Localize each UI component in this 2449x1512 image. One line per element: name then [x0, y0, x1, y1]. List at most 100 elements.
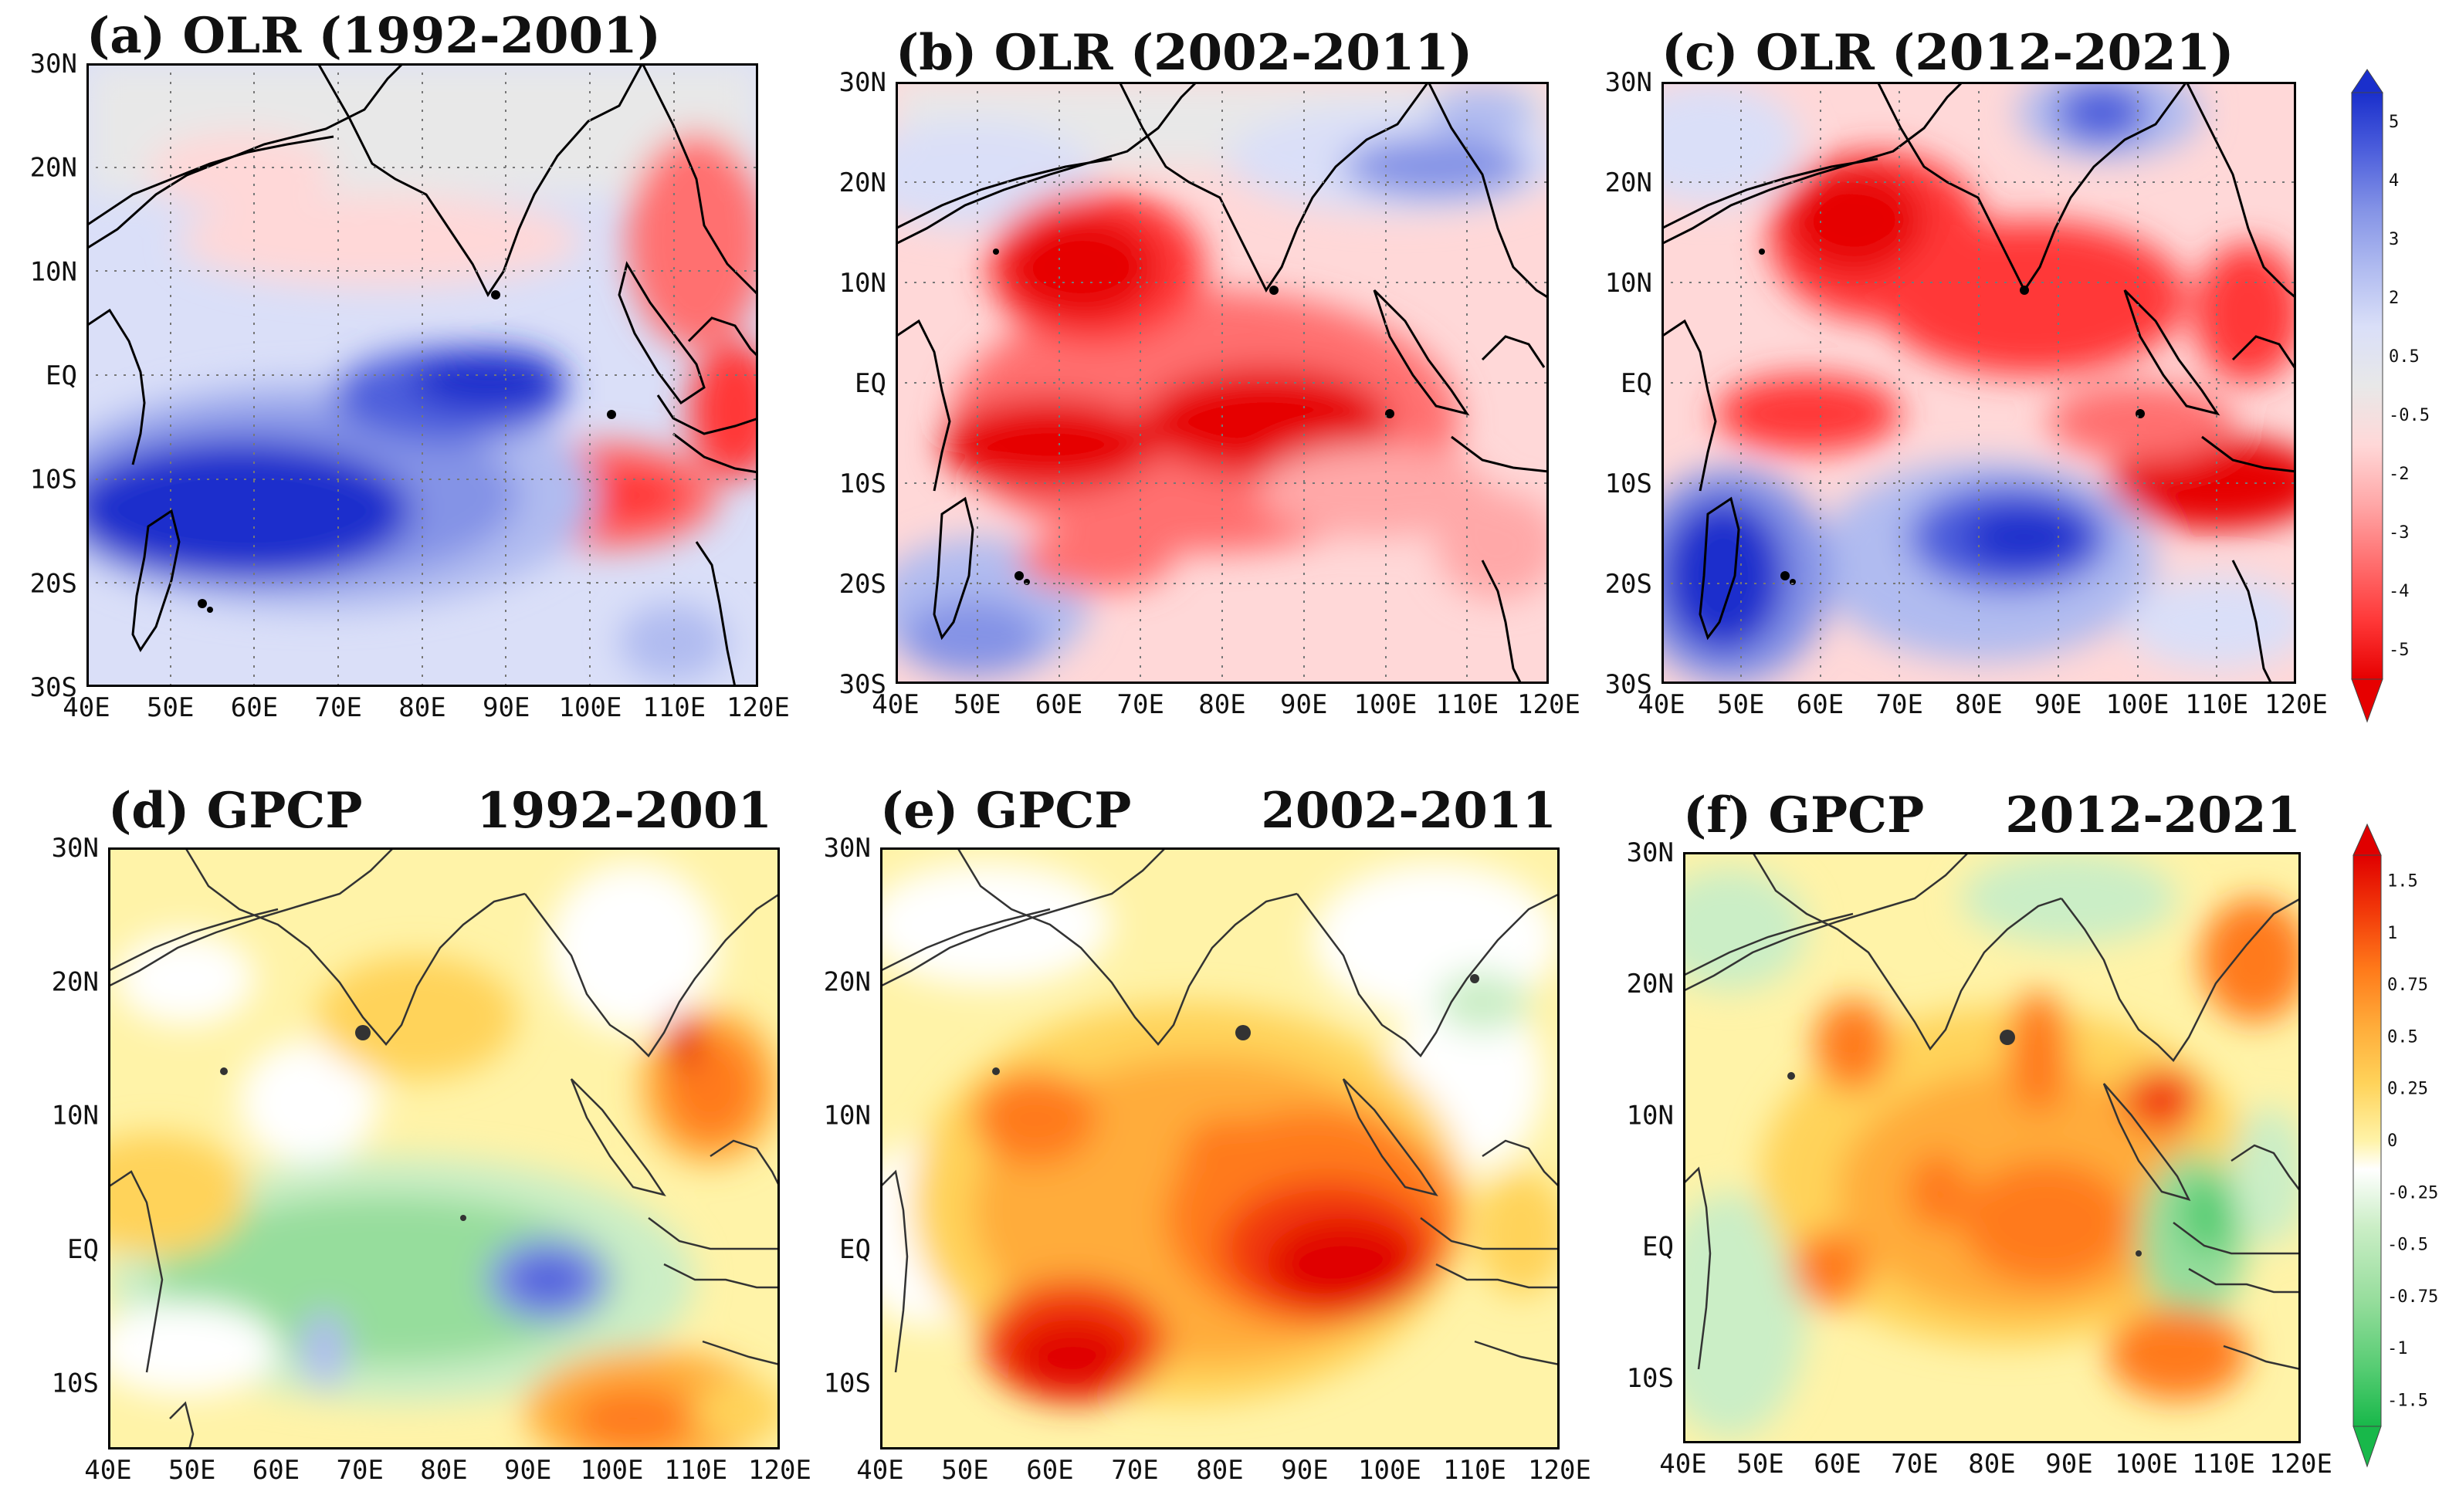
y-tick-label: 10S	[1627, 1363, 1674, 1394]
y-tick-label: 20S	[30, 568, 77, 599]
x-tick-label: 80E	[420, 1455, 467, 1486]
panel-a-title: (a) OLR (1992-2001)	[86, 7, 661, 65]
x-tick-label: 50E	[1736, 1449, 1783, 1480]
x-tick-label: 50E	[954, 689, 1001, 720]
y-tick-label: 10N	[839, 268, 886, 299]
x-tick-label: 120E	[1528, 1455, 1591, 1486]
panel-e-plot	[880, 847, 1560, 1449]
x-tick-label: 60E	[1797, 689, 1844, 720]
x-tick-label: 90E	[2045, 1449, 2092, 1480]
panel-f-plot	[1683, 852, 2301, 1443]
panel-e-title: (e) GPCP	[880, 782, 1131, 840]
panel-d-plot	[108, 847, 780, 1449]
colorbar-tick-label: 0.5	[2389, 347, 2420, 367]
x-tick-label: 110E	[2192, 1449, 2255, 1480]
x-tick-label: 40E	[872, 689, 919, 720]
x-tick-label: 110E	[1435, 689, 1499, 720]
gpcp-colorbar: 1.5 1 0.75 0.5 0.25 0 -0.25 -0.5 -0.75 -1 -1.5	[2352, 823, 2438, 1468]
y-tick-label: 10S	[52, 1368, 99, 1399]
y-tick-label: 30N	[30, 49, 77, 79]
x-tick-label: 50E	[168, 1455, 215, 1486]
panel-e-gpcp-2002-2011: (e) GPCP 2002-2011	[824, 782, 1591, 1486]
panel-c-olr-2012-2021: (c) OLR (2012-2021)	[1605, 24, 2328, 720]
x-tick-label: 70E	[1876, 689, 1923, 720]
x-tick-label: 50E	[941, 1455, 988, 1486]
panel-d-period: 1992-2001	[476, 782, 772, 840]
colorbar-tick-label: -3	[2389, 523, 2410, 543]
x-tick-label: 60E	[1026, 1455, 1073, 1486]
x-tick-label: 100E	[559, 692, 622, 723]
panel-d-title: (d) GPCP	[108, 782, 362, 840]
x-tick-label: 70E	[1111, 1455, 1158, 1486]
colorbar-tick-label: -0.5	[2389, 406, 2430, 425]
y-tick-label: 30N	[824, 833, 871, 864]
panel-f-gpcp-2012-2021: (f) GPCP 2012-2021	[1627, 786, 2332, 1480]
x-tick-label: 40E	[63, 692, 110, 723]
panel-b-title: (b) OLR (2002-2011)	[896, 24, 1472, 82]
y-tick-label: EQ	[839, 1234, 871, 1265]
x-tick-label: 120E	[727, 692, 790, 723]
x-tick-label: 90E	[1280, 689, 1327, 720]
x-tick-label: 50E	[147, 692, 194, 723]
x-tick-label: 70E	[337, 1455, 384, 1486]
x-tick-label: 40E	[1659, 1449, 1706, 1480]
panel-b-olr-2002-2011: (b) OLR (2002-2011)	[839, 24, 1580, 720]
colorbar-tick-label: -4	[2389, 582, 2410, 601]
y-tick-label: 20S	[839, 569, 886, 600]
y-tick-label: 10N	[1627, 1100, 1674, 1131]
panel-a-plot	[86, 63, 758, 687]
colorbar-tick-label: -0.25	[2387, 1183, 2438, 1202]
y-tick-label: 30S	[839, 669, 886, 700]
y-tick-label: 20N	[824, 966, 871, 997]
colorbar-tick-label: -5	[2389, 641, 2410, 660]
x-tick-label: 70E	[1117, 689, 1164, 720]
y-tick-label: 30N	[839, 67, 886, 98]
y-tick-label: 30N	[1627, 837, 1674, 868]
y-tick-label: 20S	[1605, 569, 1652, 600]
y-tick-label: EQ	[1621, 368, 1652, 399]
panel-e-period: 2002-2011	[1261, 782, 1556, 840]
colorbar-tick-label: -1	[2387, 1339, 2408, 1358]
panel-b-plot	[896, 82, 1549, 684]
x-tick-label: 60E	[252, 1455, 300, 1486]
colorbar-tick-label: 1.5	[2387, 872, 2418, 891]
x-tick-label: 40E	[856, 1455, 903, 1486]
y-tick-label: EQ	[1642, 1232, 1674, 1263]
y-tick-label: 10N	[1605, 268, 1652, 299]
y-tick-label: 20N	[1605, 167, 1652, 198]
colorbar-tick-label: -0.75	[2387, 1287, 2438, 1307]
y-tick-label: 10S	[1605, 468, 1652, 499]
colorbar-tick-label: 2	[2389, 289, 2399, 308]
olr-colorbar: 5 4 3 2 0.5 -0.5 -2 -3 -4 -5	[2351, 69, 2430, 723]
x-tick-label: 90E	[2034, 689, 2081, 720]
y-tick-label: EQ	[855, 368, 886, 399]
y-tick-label: 30S	[30, 672, 77, 703]
x-tick-label: 80E	[1196, 1455, 1243, 1486]
colorbar-tick-label: 0.75	[2387, 976, 2428, 995]
y-tick-label: 10N	[52, 1101, 99, 1131]
colorbar-tick-label: 1	[2387, 924, 2397, 943]
panel-c-title: (c) OLR (2012-2021)	[1661, 24, 2234, 82]
colorbar-tick-label: 0.5	[2387, 1027, 2418, 1047]
y-tick-label: 10N	[30, 256, 77, 287]
x-tick-label: 60E	[1814, 1449, 1861, 1480]
x-tick-label: 60E	[231, 692, 278, 723]
colorbar-tick-label: -2	[2389, 465, 2410, 484]
x-tick-label: 80E	[1198, 689, 1245, 720]
y-tick-label: 20N	[839, 167, 886, 198]
y-tick-label: EQ	[67, 1234, 99, 1265]
colorbar-tick-label: 4	[2389, 171, 2399, 191]
colorbar-tick-label: -0.5	[2387, 1236, 2428, 1255]
x-tick-label: 100E	[2115, 1449, 2178, 1480]
colorbar-tick-label: 0	[2387, 1131, 2397, 1151]
y-tick-label: 20N	[30, 153, 77, 184]
x-tick-label: 40E	[1638, 689, 1685, 720]
x-tick-label: 110E	[2185, 689, 2248, 720]
x-tick-label: 100E	[2106, 689, 2170, 720]
colorbar-tick-label: 0.25	[2387, 1080, 2428, 1099]
x-tick-label: 120E	[1517, 689, 1580, 720]
y-tick-label: 20N	[52, 966, 99, 997]
panel-c-plot	[1661, 82, 2296, 684]
y-tick-label: 10S	[30, 465, 77, 496]
